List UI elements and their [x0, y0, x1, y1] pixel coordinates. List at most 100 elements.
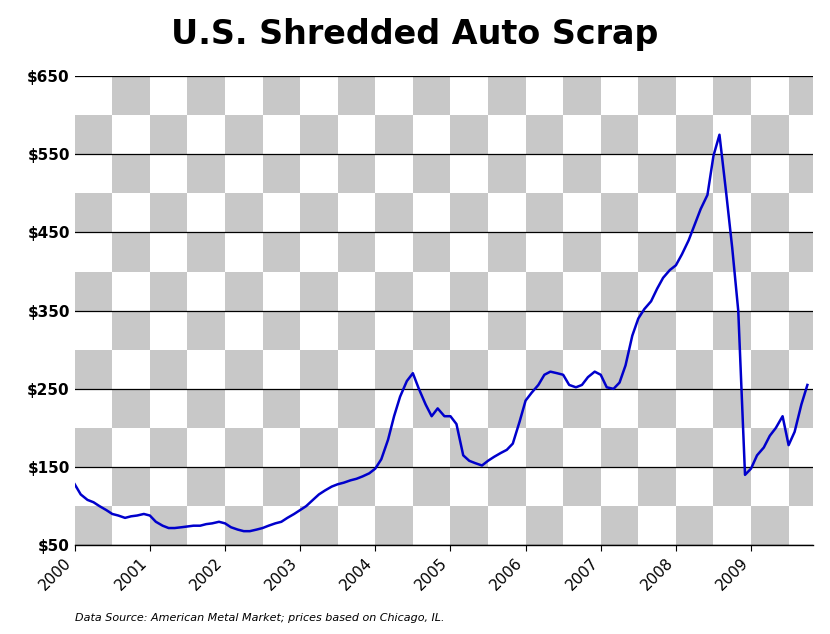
Bar — [525, 389, 564, 428]
Bar — [375, 271, 413, 311]
Bar — [638, 428, 676, 467]
Bar — [601, 311, 638, 350]
Bar — [150, 154, 188, 193]
Bar — [751, 115, 788, 154]
Bar — [375, 233, 413, 271]
Bar — [638, 389, 676, 428]
Bar — [601, 115, 638, 154]
Bar — [75, 271, 112, 311]
Bar — [75, 115, 112, 154]
Bar — [225, 193, 262, 233]
Bar — [413, 506, 451, 545]
Bar — [788, 506, 813, 545]
Bar — [75, 428, 112, 467]
Bar — [300, 154, 338, 193]
Bar — [338, 467, 375, 506]
Bar — [262, 428, 300, 467]
Bar — [112, 506, 150, 545]
Bar — [150, 271, 188, 311]
Bar — [564, 506, 601, 545]
Bar — [638, 311, 676, 350]
Bar — [751, 76, 788, 115]
Bar — [714, 311, 751, 350]
Bar — [488, 193, 525, 233]
Bar — [525, 76, 564, 115]
Bar — [714, 154, 751, 193]
Bar — [676, 428, 714, 467]
Bar — [75, 350, 112, 389]
Bar — [488, 311, 525, 350]
Bar — [300, 311, 338, 350]
Bar — [225, 76, 262, 115]
Bar — [676, 271, 714, 311]
Bar — [488, 154, 525, 193]
Bar — [112, 311, 150, 350]
Bar — [788, 193, 813, 233]
Bar — [150, 115, 188, 154]
Bar — [638, 115, 676, 154]
Bar — [788, 389, 813, 428]
Bar — [714, 233, 751, 271]
Bar — [112, 350, 150, 389]
Bar — [338, 311, 375, 350]
Bar — [188, 506, 225, 545]
Bar — [676, 389, 714, 428]
Bar — [488, 233, 525, 271]
Bar — [75, 467, 112, 506]
Bar — [676, 76, 714, 115]
Bar — [451, 428, 488, 467]
Bar — [488, 271, 525, 311]
Bar — [638, 233, 676, 271]
Bar — [525, 428, 564, 467]
Bar — [375, 467, 413, 506]
Bar — [338, 350, 375, 389]
Bar — [112, 115, 150, 154]
Bar — [225, 233, 262, 271]
Bar — [714, 467, 751, 506]
Bar — [451, 311, 488, 350]
Bar — [751, 271, 788, 311]
Bar — [75, 506, 112, 545]
Bar — [262, 115, 300, 154]
Bar — [525, 233, 564, 271]
Bar — [112, 76, 150, 115]
Bar — [601, 467, 638, 506]
Bar — [338, 271, 375, 311]
Bar — [525, 467, 564, 506]
Bar — [413, 389, 451, 428]
Bar — [300, 506, 338, 545]
Bar — [225, 506, 262, 545]
Bar — [338, 389, 375, 428]
Bar — [564, 233, 601, 271]
Bar — [225, 154, 262, 193]
Bar — [188, 233, 225, 271]
Bar — [188, 428, 225, 467]
Bar — [601, 506, 638, 545]
Bar — [676, 233, 714, 271]
Bar — [788, 76, 813, 115]
Bar — [262, 506, 300, 545]
Bar — [564, 115, 601, 154]
Bar — [75, 154, 112, 193]
Bar — [564, 350, 601, 389]
Bar — [451, 389, 488, 428]
Bar — [150, 311, 188, 350]
Bar — [375, 76, 413, 115]
Bar — [413, 428, 451, 467]
Bar — [112, 271, 150, 311]
Bar — [413, 350, 451, 389]
Bar — [338, 193, 375, 233]
Bar — [150, 193, 188, 233]
Bar — [75, 193, 112, 233]
Bar — [262, 271, 300, 311]
Bar — [601, 233, 638, 271]
Bar — [225, 350, 262, 389]
Bar — [751, 233, 788, 271]
Bar — [413, 76, 451, 115]
Bar — [788, 428, 813, 467]
Bar — [375, 350, 413, 389]
Bar — [300, 76, 338, 115]
Bar — [676, 154, 714, 193]
Bar — [262, 467, 300, 506]
Bar — [676, 506, 714, 545]
